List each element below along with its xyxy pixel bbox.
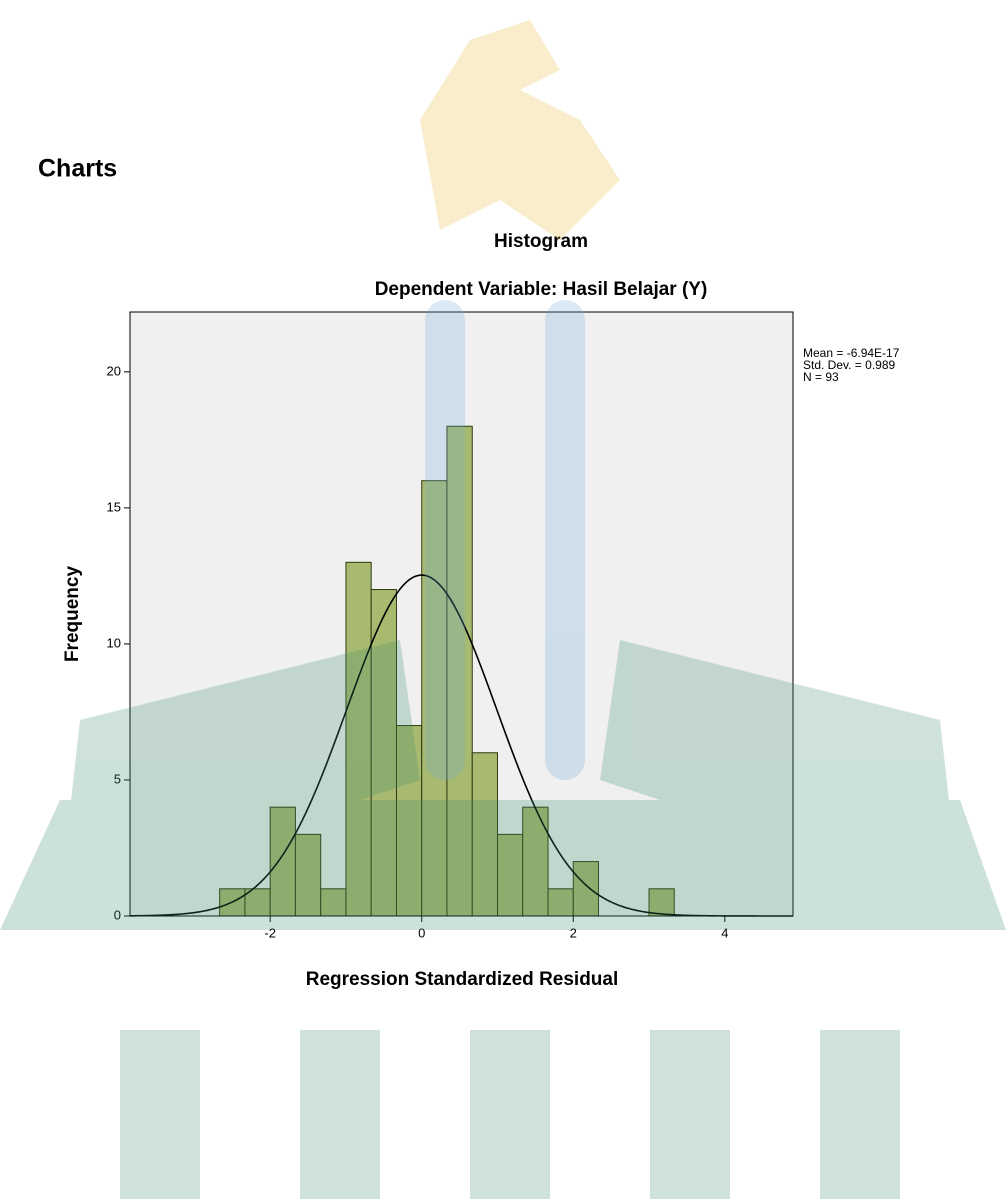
bar [395, 725, 423, 917]
x-tick-label: 4 [721, 925, 728, 940]
stat-std-dev: Std. Dev. = 0.989 [803, 358, 895, 372]
heading: Charts [38, 155, 117, 183]
y-tick-label: 0 [114, 907, 121, 922]
bar [547, 888, 574, 917]
y-tick-label: 15 [107, 499, 121, 514]
y-tick-label: 5 [114, 771, 121, 786]
bar [269, 806, 296, 917]
y-axis-label: Frequency [62, 566, 83, 663]
bar [370, 589, 397, 917]
x-tick-label: -2 [264, 925, 276, 940]
bar [522, 806, 549, 917]
bar [648, 888, 675, 917]
bar [345, 561, 372, 917]
plot-frame [129, 311, 794, 917]
watermark-logo [420, 20, 620, 240]
y-tick-label: 10 [107, 635, 121, 650]
normal-curve [129, 574, 793, 917]
bar [446, 425, 473, 917]
stat-n: N = 93 [803, 370, 839, 384]
bar [572, 861, 599, 917]
x-tick-label: 2 [570, 925, 577, 940]
bar [496, 833, 524, 917]
chart-title: Histogram [494, 231, 588, 252]
bar [471, 752, 498, 917]
bar [320, 888, 347, 917]
x-axis-label: Regression Standardized Residual [306, 969, 619, 990]
bar [421, 480, 448, 917]
bar [294, 833, 322, 917]
watermark-letters [120, 1030, 900, 1199]
y-tick-label: 20 [107, 363, 121, 378]
chart-subtitle: Dependent Variable: Hasil Belajar (Y) [375, 279, 708, 300]
x-tick-label: 0 [418, 925, 425, 940]
stat-mean: Mean = -6.94E-17 [803, 346, 900, 360]
bar [244, 888, 271, 917]
